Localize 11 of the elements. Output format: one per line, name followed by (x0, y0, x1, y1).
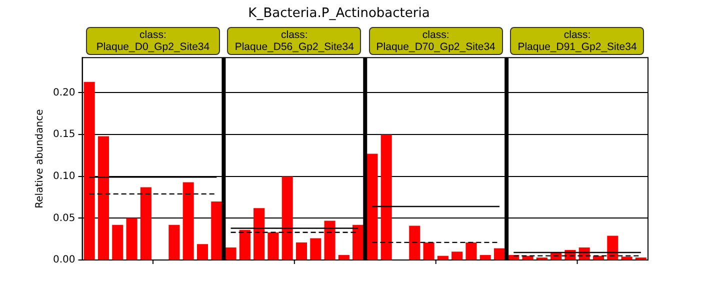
y-axis-title: Relative abundance (34, 109, 46, 208)
text: class: Plaque_D91_Gp2_Site34 (510, 26, 644, 55)
chart-title: K_Bacteria.P_Actinobacteria (248, 6, 430, 22)
text: class: Plaque_D70_Gp2_Site34 (368, 26, 503, 55)
y-tick-label: 0.05 (53, 212, 76, 224)
y-tick-label: 0.00 (53, 254, 76, 266)
text: class: Plaque_D0_Gp2_Site34 (86, 26, 220, 55)
y-tick-label: 0.20 (53, 87, 76, 98)
y-tick-label: 0.15 (53, 129, 76, 140)
text: class: Plaque_D56_Gp2_Site34 (227, 26, 362, 55)
y-tick-label: 0.10 (53, 170, 76, 182)
